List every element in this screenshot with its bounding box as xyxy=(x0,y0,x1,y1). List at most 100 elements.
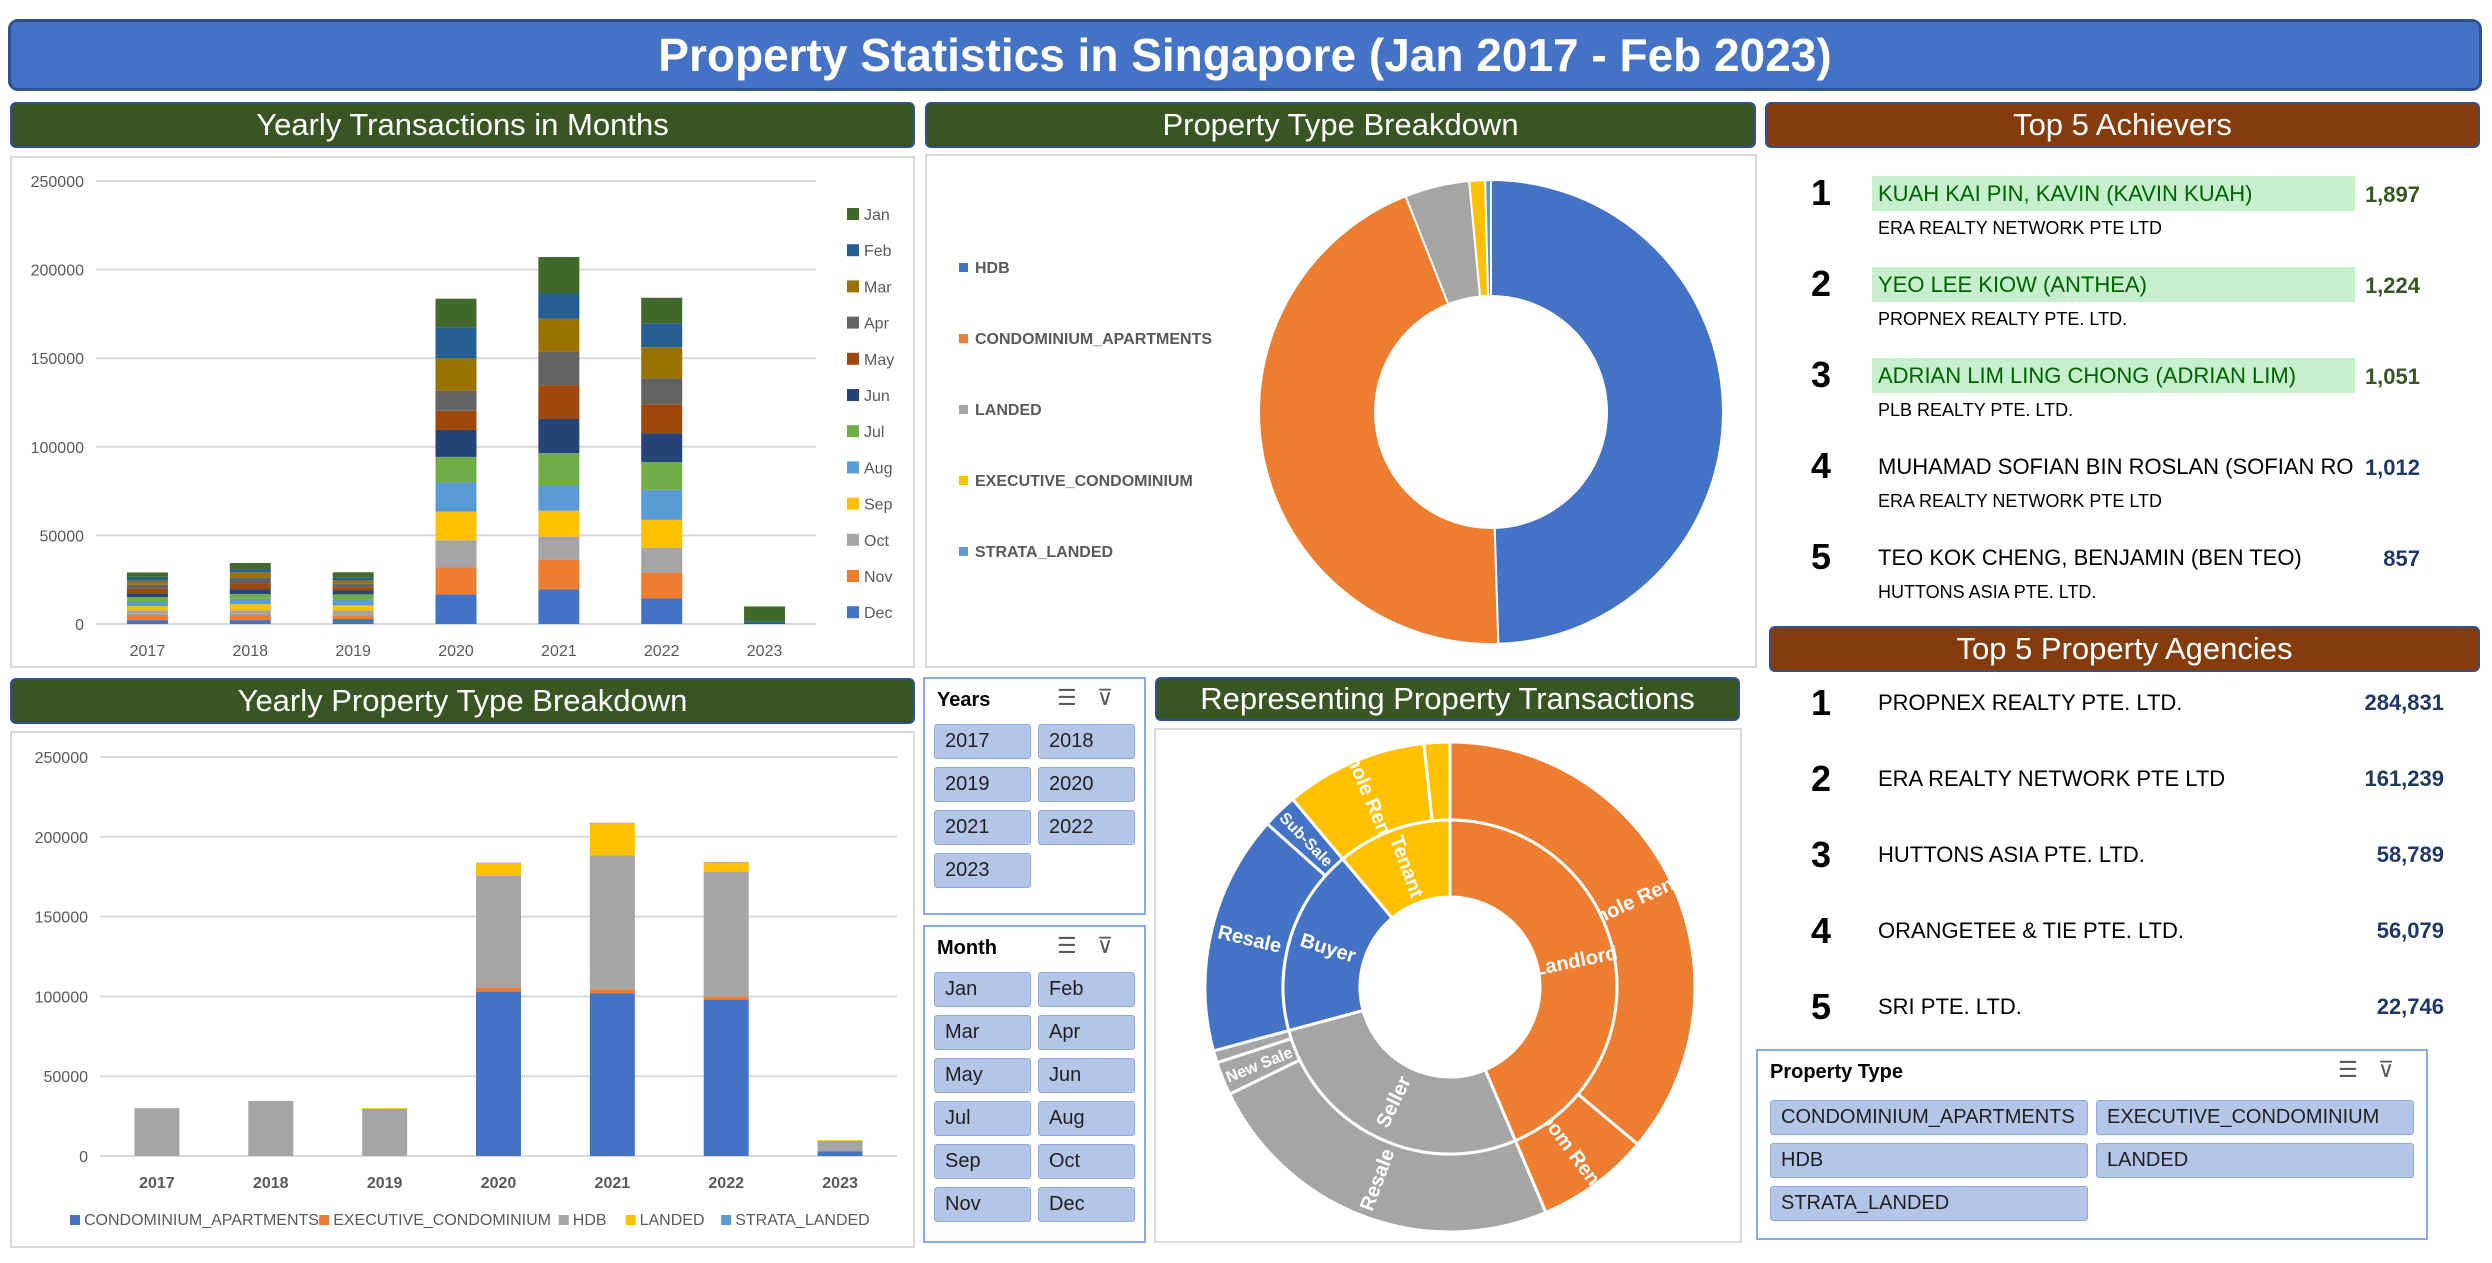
bar-segment-dec-2021[interactable] xyxy=(538,589,580,624)
sunburst-inner-landlord[interactable] xyxy=(1448,818,1619,1143)
slicer-item-jun[interactable]: Jun xyxy=(1038,1058,1135,1093)
slicer-item-dec[interactable]: Dec xyxy=(1038,1187,1135,1222)
slicer-item-2018[interactable]: 2018 xyxy=(1038,724,1135,759)
donut-slice-strata_landed[interactable] xyxy=(1484,178,1492,298)
bar-segment-hdb-2018[interactable] xyxy=(248,1100,294,1156)
slicer-item-2022[interactable]: 2022 xyxy=(1038,810,1135,845)
slicer-item-sep[interactable]: Sep xyxy=(934,1144,1031,1179)
bar-segment-jun-2019[interactable] xyxy=(332,590,374,595)
slicer-item-2023[interactable]: 2023 xyxy=(934,853,1031,888)
bar-segment-mar-2021[interactable] xyxy=(538,318,580,352)
clear-filter-icon[interactable]: ⊽ xyxy=(1097,685,1114,710)
bar-segment-may-2017[interactable] xyxy=(126,588,168,594)
bar-segment-oct-2018[interactable] xyxy=(229,610,271,615)
sunburst-inner-seller[interactable] xyxy=(1286,1008,1518,1156)
bar-segment-landed-2022[interactable] xyxy=(703,862,749,872)
bar-segment-may-2020[interactable] xyxy=(435,410,477,430)
bar-segment-oct-2017[interactable] xyxy=(126,610,168,615)
bar-segment-nov-2019[interactable] xyxy=(332,615,374,620)
bar-segment-hdb-2021[interactable] xyxy=(589,855,635,990)
bar-segment-apr-2019[interactable] xyxy=(332,583,374,588)
sunburst-inner-tenant[interactable] xyxy=(1340,818,1452,921)
slicer-item-executive_condominium[interactable]: EXECUTIVE_CONDOMINIUM xyxy=(2096,1100,2414,1135)
bar-segment-jul-2017[interactable] xyxy=(126,597,168,601)
bar-segment-mar-2018[interactable] xyxy=(229,572,271,578)
bar-segment-hdb-2022[interactable] xyxy=(703,871,749,997)
bar-segment-jan-2022[interactable] xyxy=(641,297,683,324)
bar-segment-oct-2020[interactable] xyxy=(435,540,477,568)
bar-segment-hdb-2020[interactable] xyxy=(476,875,521,988)
bar-segment-may-2018[interactable] xyxy=(229,583,271,590)
multi-select-icon[interactable]: ☰ xyxy=(1057,933,1077,958)
donut-slice-condominium_apartments[interactable] xyxy=(1258,194,1500,645)
bar-segment-may-2021[interactable] xyxy=(538,385,580,419)
bar-segment-dec-2019[interactable] xyxy=(332,619,374,624)
bar-segment-jul-2019[interactable] xyxy=(332,594,374,600)
bar-segment-hdb-2017[interactable] xyxy=(134,1108,180,1156)
bar-segment-oct-2021[interactable] xyxy=(538,536,580,560)
bar-segment-sep-2018[interactable] xyxy=(229,604,271,611)
bar-segment-apr-2022[interactable] xyxy=(641,378,683,405)
slicer-item-aug[interactable]: Aug xyxy=(1038,1101,1135,1136)
bar-segment-aug-2020[interactable] xyxy=(435,482,477,512)
slicer-item-mar[interactable]: Mar xyxy=(934,1015,1031,1050)
bar-segment-sep-2017[interactable] xyxy=(126,606,168,611)
bar-segment-sep-2019[interactable] xyxy=(332,605,374,611)
multi-select-icon[interactable]: ☰ xyxy=(2338,1057,2358,1082)
bar-segment-aug-2021[interactable] xyxy=(538,485,580,511)
slicer-item-jan[interactable]: Jan xyxy=(934,972,1031,1007)
bar-segment-jun-2022[interactable] xyxy=(641,433,683,463)
donut-slice-hdb[interactable] xyxy=(1490,178,1724,645)
bar-segment-dec-2018[interactable] xyxy=(229,620,271,624)
bar-segment-oct-2019[interactable] xyxy=(332,610,374,616)
bar-segment-jun-2021[interactable] xyxy=(538,418,580,454)
slicer-item-may[interactable]: May xyxy=(934,1058,1031,1093)
bar-segment-landed-2023[interactable] xyxy=(817,1140,863,1141)
monthly-chart-panel[interactable]: 0 50000 100000 150000 200000 250000 2017 2018 20… xyxy=(10,156,915,668)
bar-segment-jun-2020[interactable] xyxy=(435,429,477,457)
bar-segment-feb-2019[interactable] xyxy=(332,577,374,581)
slicer-item-feb[interactable]: Feb xyxy=(1038,972,1135,1007)
bar-segment-feb-2018[interactable] xyxy=(229,569,271,573)
slicer-item-2019[interactable]: 2019 xyxy=(934,767,1031,802)
slicer-item-strata_landed[interactable]: STRATA_LANDED xyxy=(1770,1186,2088,1221)
bar-segment-jun-2017[interactable] xyxy=(126,593,168,598)
slicer-item-apr[interactable]: Apr xyxy=(1038,1015,1135,1050)
bar-segment-feb-2021[interactable] xyxy=(538,293,580,319)
clear-filter-icon[interactable]: ⊽ xyxy=(2378,1057,2395,1082)
bar-segment-feb-2020[interactable] xyxy=(435,327,477,359)
sunburst-chart-panel[interactable]: Whole Rental Room Rental Landlord Resale New… xyxy=(1154,728,1742,1243)
bar-segment-nov-2018[interactable] xyxy=(229,614,271,621)
bar-segment-executive_condominium-2020[interactable] xyxy=(476,987,521,992)
bar-segment-jan-2018[interactable] xyxy=(229,563,271,570)
bar-segment-mar-2020[interactable] xyxy=(435,358,477,391)
bar-segment-oct-2022[interactable] xyxy=(641,547,683,573)
bar-segment-jan-2019[interactable] xyxy=(332,572,374,578)
slicer-item-2021[interactable]: 2021 xyxy=(934,810,1031,845)
bar-segment-landed-2021[interactable] xyxy=(589,823,635,856)
bar-segment-jan-2017[interactable] xyxy=(126,572,168,577)
bar-segment-jul-2022[interactable] xyxy=(641,462,683,490)
bar-segment-jul-2018[interactable] xyxy=(229,594,271,599)
bar-segment-sep-2020[interactable] xyxy=(435,511,477,541)
clear-filter-icon[interactable]: ⊽ xyxy=(1097,933,1114,958)
bar-segment-landed-2019[interactable] xyxy=(362,1108,408,1109)
yearly-type-chart-panel[interactable]: 0 50000 100000 150000 200000 250000 2017 2018 20… xyxy=(10,731,915,1248)
bar-segment-nov-2017[interactable] xyxy=(126,614,168,621)
bar-segment-jul-2021[interactable] xyxy=(538,453,580,486)
slicer-item-2020[interactable]: 2020 xyxy=(1038,767,1135,802)
bar-segment-jun-2018[interactable] xyxy=(229,589,271,595)
bar-segment-apr-2018[interactable] xyxy=(229,577,271,584)
bar-segment-nov-2022[interactable] xyxy=(641,572,683,599)
bar-segment-feb-2023[interactable] xyxy=(744,621,786,624)
bar-segment-landed-2020[interactable] xyxy=(476,863,521,876)
years-slicer[interactable]: Years ☰ ⊽ 2017 2018 2019 2020 2021 2022 2023 xyxy=(923,677,1146,915)
bar-segment-aug-2018[interactable] xyxy=(229,598,271,605)
property-type-slicer[interactable]: Property Type ☰ ⊽ CONDOMINIUM_APARTMENTS… xyxy=(1756,1049,2428,1240)
bar-segment-aug-2019[interactable] xyxy=(332,599,374,606)
bar-segment-executive_condominium-2022[interactable] xyxy=(703,996,749,1000)
bar-segment-jan-2020[interactable] xyxy=(435,298,477,328)
donut-chart-panel[interactable]: HDB CONDOMINIUM_APARTMENTS LANDED EXECUTIVE… xyxy=(925,154,1757,668)
bar-segment-jul-2020[interactable] xyxy=(435,456,477,483)
slicer-item-jul[interactable]: Jul xyxy=(934,1101,1031,1136)
